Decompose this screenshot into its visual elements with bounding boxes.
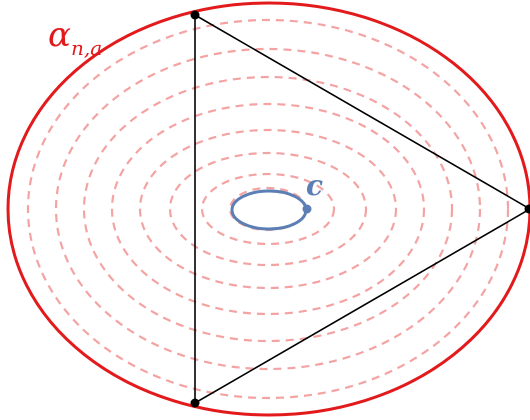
level-curves: [26, 18, 510, 400]
level-curve-5: [138, 128, 398, 290]
alpha-label-subscript: n,a: [71, 36, 102, 60]
alpha-label-base: α: [48, 15, 71, 55]
c-label: c: [306, 169, 323, 202]
level-curve-2: [54, 47, 482, 371]
vertex-bottom: [190, 398, 200, 408]
level-curve-7: [200, 172, 336, 246]
triangle: [194, 13, 530, 405]
inner-curve-c: [230, 189, 308, 231]
level-curve-4: [110, 102, 426, 316]
alpha-label: αn,a: [48, 15, 102, 60]
vertex-right: [524, 204, 530, 214]
outer-curve-alpha: [6, 1, 530, 417]
vertex-top: [190, 10, 200, 20]
level-curve-6: [168, 151, 368, 267]
level-curve-3: [82, 75, 454, 343]
level-curve-1: [26, 18, 510, 400]
inner-curve-point: [302, 204, 312, 214]
